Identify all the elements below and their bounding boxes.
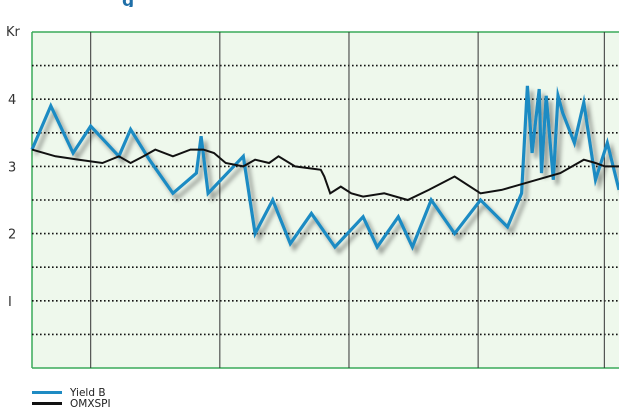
legend-swatch-yield-b <box>32 391 62 394</box>
y-tick-label: 3 <box>8 160 16 175</box>
series-line-yield-b <box>30 85 619 252</box>
y-unit-label: Kr <box>6 25 21 40</box>
chart-legend: Yield B OMXSPI <box>32 386 111 410</box>
y-tick-label: 2 <box>8 228 16 243</box>
legend-item-omxspi: OMXSPI <box>32 397 111 410</box>
legend-label-yield-b: Yield B <box>70 386 106 399</box>
y-tick-label: I <box>8 295 12 310</box>
chart-title-fragment: g <box>122 0 148 7</box>
y-tick-label: 4 <box>8 93 16 108</box>
legend-swatch-omxspi <box>32 402 62 405</box>
legend-label-omxspi: OMXSPI <box>70 397 111 410</box>
legend-item-yield-b: Yield B <box>32 386 111 399</box>
series-line-omxspi <box>31 148 619 202</box>
